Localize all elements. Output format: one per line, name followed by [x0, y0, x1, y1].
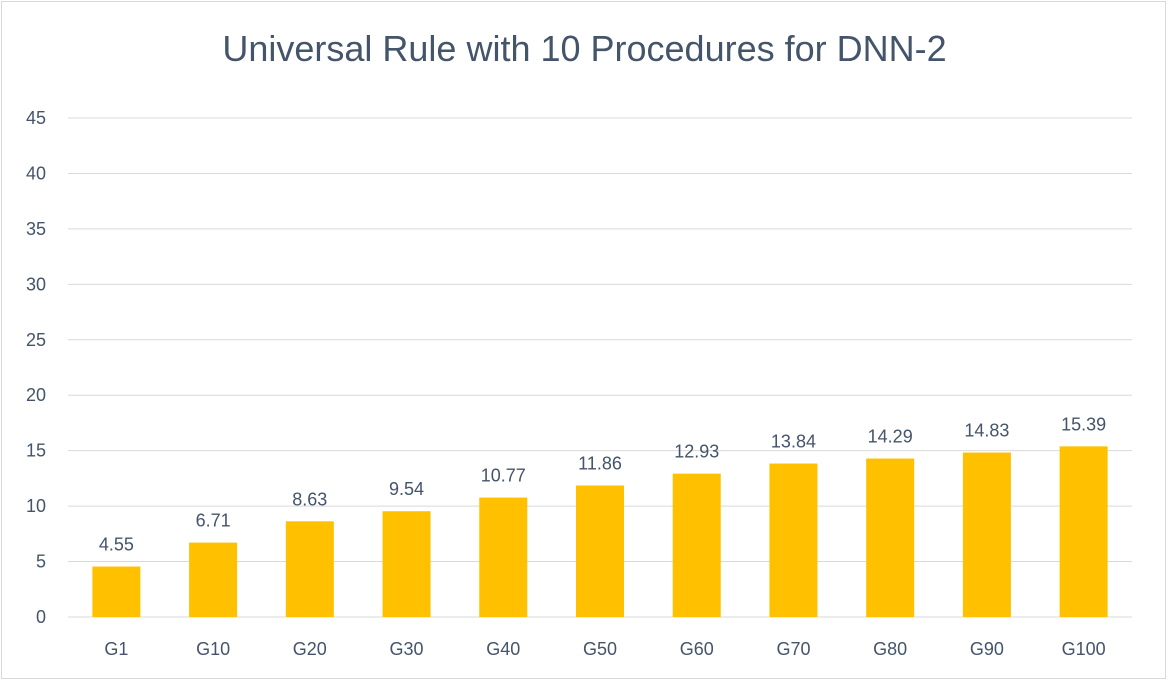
bar-g20 [285, 521, 334, 617]
bar-g1 [92, 566, 141, 617]
bar-g100 [1059, 446, 1108, 617]
x-tick-label-g10: G10 [196, 639, 230, 659]
bar-g30 [382, 511, 431, 617]
x-tick-label-g40: G40 [486, 639, 520, 659]
data-label-g40: 10.77 [481, 466, 526, 486]
data-label-g1: 4.55 [99, 535, 134, 555]
x-tick-label-g60: G60 [680, 639, 714, 659]
x-tick-label-g1: G1 [104, 639, 128, 659]
data-label-g90: 14.83 [964, 421, 1009, 441]
y-tick-label: 20 [26, 385, 46, 405]
bar-g90 [962, 452, 1011, 617]
bars [92, 446, 1108, 617]
y-tick-label: 35 [26, 219, 46, 239]
x-tick-label-g80: G80 [873, 639, 907, 659]
data-label-g50: 11.86 [578, 453, 622, 473]
x-tick-label-g100: G100 [1062, 639, 1106, 659]
y-tick-label: 45 [26, 108, 46, 128]
y-axis-tick-labels: 0 5 10 15 20 25 30 35 40 45 [26, 108, 46, 627]
y-tick-label: 40 [26, 163, 46, 183]
data-label-g70: 13.84 [771, 432, 816, 452]
x-axis-tick-labels: G1 G10 G20 G30 G40 G50 G60 G70 G80 G90 G100 [104, 639, 1105, 659]
bar-g40 [479, 497, 528, 617]
y-tick-label: 25 [26, 330, 46, 350]
y-tick-label: 15 [26, 441, 46, 461]
data-label-g100: 15.39 [1061, 414, 1106, 434]
y-tick-label: 10 [26, 496, 46, 516]
data-label-g80: 14.29 [868, 427, 913, 447]
bar-g70 [769, 463, 818, 617]
y-tick-label: 5 [36, 552, 46, 572]
x-tick-label-g50: G50 [583, 639, 617, 659]
bar-g80 [866, 458, 915, 617]
x-tick-label-g30: G30 [390, 639, 424, 659]
data-label-g10: 6.71 [196, 511, 231, 531]
data-label-g20: 8.63 [292, 489, 327, 509]
data-label-g60: 12.93 [674, 442, 719, 462]
bar-g60 [672, 473, 721, 617]
x-tick-label-g20: G20 [293, 639, 327, 659]
bar-g10 [189, 542, 238, 617]
y-tick-label: 30 [26, 274, 46, 294]
data-labels: 4.55 6.71 8.63 9.54 10.77 11.86 12.93 13.84 14.2… [99, 414, 1106, 554]
data-label-g30: 9.54 [389, 479, 424, 499]
x-tick-label-g90: G90 [970, 639, 1004, 659]
y-tick-label: 0 [36, 607, 46, 627]
chart-title: Universal Rule with 10 Procedures for DN… [222, 28, 947, 69]
bar-g50 [576, 485, 624, 617]
x-tick-label-g70: G70 [776, 639, 810, 659]
